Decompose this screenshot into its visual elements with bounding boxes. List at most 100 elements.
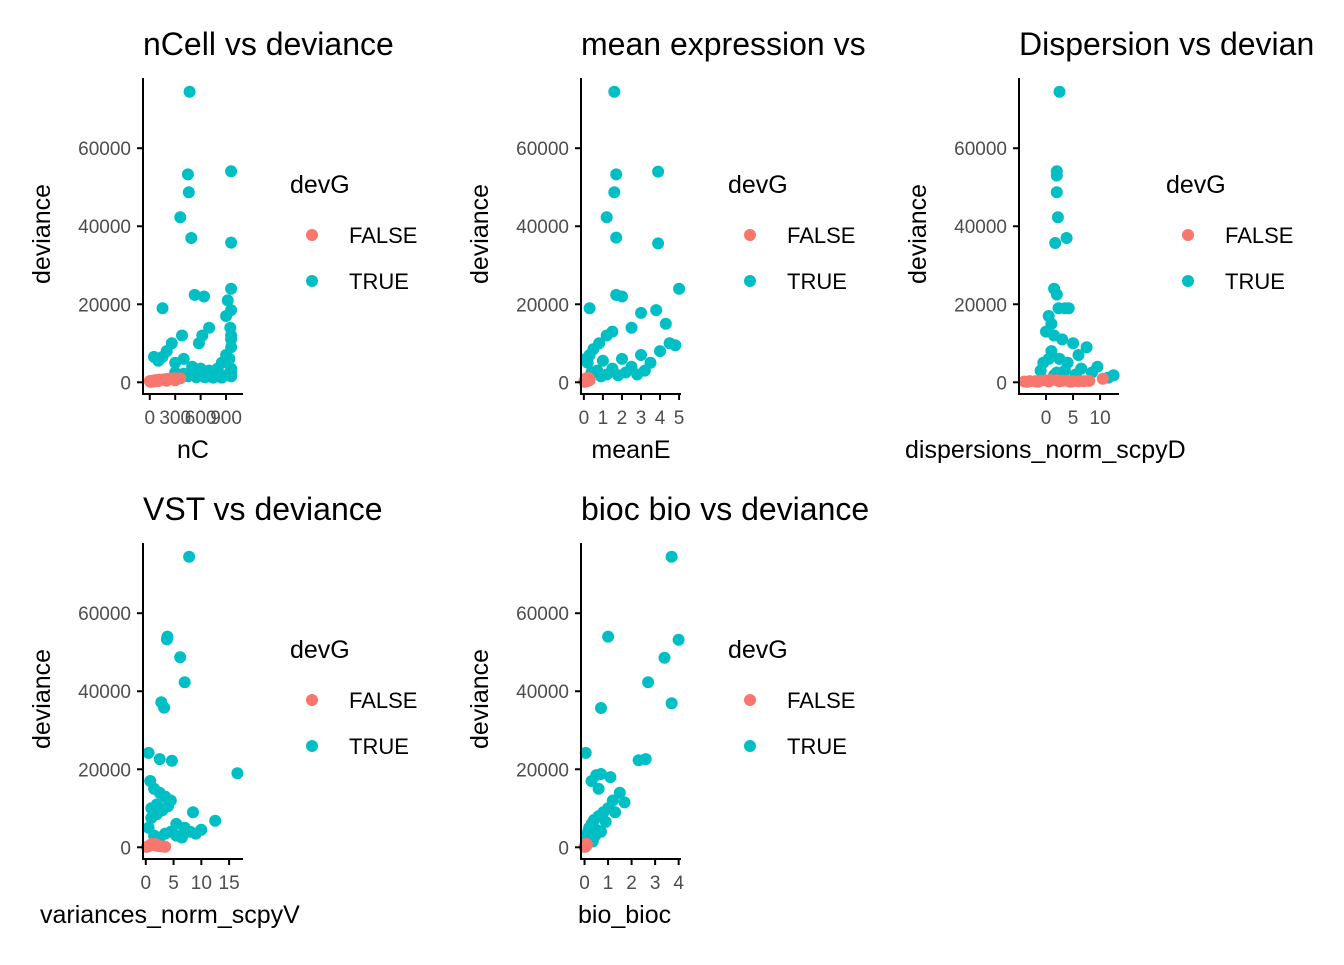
legend-key-false — [306, 694, 318, 706]
point-true — [198, 290, 210, 303]
point-true — [142, 746, 155, 759]
point-true — [203, 321, 216, 334]
point-true — [652, 237, 665, 250]
x-axis-label: variances_norm_scpyV — [40, 901, 300, 929]
point-false — [169, 374, 182, 387]
x-axis-label: meanE — [591, 436, 670, 464]
point-true — [181, 168, 194, 181]
point-true — [1062, 302, 1075, 315]
point-true — [183, 85, 196, 98]
point-true — [177, 352, 190, 365]
x-tick-label: 15 — [219, 873, 240, 894]
x-tick-label: 5 — [674, 408, 685, 429]
point-true — [658, 651, 671, 664]
x-tick-label: 600 — [185, 408, 217, 429]
point-true — [192, 337, 205, 350]
point-true — [215, 371, 228, 384]
legend-key-false — [306, 229, 318, 241]
point-true — [600, 211, 613, 224]
points-layer — [140, 550, 244, 853]
x-tick-label: 3 — [636, 408, 647, 429]
point-true — [612, 369, 625, 382]
point-true — [183, 550, 196, 563]
legend-label-false: FALSE — [349, 688, 417, 713]
legend-key-true — [306, 275, 318, 287]
x-tick-label: 3 — [650, 873, 661, 894]
point-true — [188, 288, 201, 301]
x-tick-label: 2 — [617, 408, 628, 429]
y-tick-label: 60000 — [516, 604, 569, 625]
y-tick-label: 20000 — [516, 295, 569, 316]
point-true — [635, 306, 647, 319]
point-true — [1034, 364, 1047, 377]
point-false — [149, 838, 162, 851]
x-tick-label: 10 — [191, 873, 212, 894]
point-true — [595, 825, 607, 838]
y-tick-label: 60000 — [78, 604, 131, 625]
point-true — [609, 806, 622, 819]
y-axis-label: deviance — [466, 184, 494, 284]
legend: devG FALSE TRUE — [290, 171, 417, 294]
point-true — [595, 702, 607, 714]
point-true — [1051, 211, 1064, 224]
point-true — [231, 767, 244, 780]
y-tick-label: 40000 — [78, 682, 131, 703]
y-tick-label: 40000 — [78, 217, 131, 238]
point-true — [585, 775, 598, 787]
point-true — [1072, 349, 1085, 361]
point-true — [225, 236, 238, 249]
point-true — [608, 186, 621, 199]
x-tick-label: 0 — [1041, 408, 1052, 429]
y-tick-label: 0 — [120, 373, 131, 394]
x-tick-label: 5 — [1068, 408, 1079, 429]
points-layer — [578, 85, 686, 388]
y-axis-label: deviance — [904, 184, 932, 284]
legend-key-true — [306, 740, 318, 752]
point-false — [1064, 375, 1077, 388]
point-true — [608, 85, 621, 98]
x-tick-label: 1 — [603, 873, 614, 894]
y-tick-label: 0 — [996, 373, 1007, 394]
point-true — [165, 754, 178, 767]
legend-label-false: FALSE — [349, 223, 417, 248]
x-tick-label: 0 — [579, 408, 590, 429]
point-true — [1067, 337, 1080, 350]
x-tick-label: 10 — [1090, 408, 1111, 429]
panel-title: mean expression vs — [581, 26, 866, 62]
point-false — [1042, 375, 1055, 388]
point-true — [225, 165, 238, 178]
point-true — [174, 211, 187, 224]
point-true — [610, 231, 623, 244]
point-true — [600, 329, 613, 342]
point-true — [616, 290, 628, 303]
legend-key-false — [744, 694, 756, 706]
points-layer — [578, 550, 685, 853]
legend-key-false — [744, 229, 756, 241]
y-tick-label: 20000 — [954, 295, 1007, 316]
legend-title: devG — [1166, 171, 1226, 199]
legend-label-false: FALSE — [787, 223, 855, 248]
panel-title: VST vs deviance — [143, 491, 383, 527]
point-true — [595, 768, 607, 780]
point-false — [1053, 375, 1066, 388]
point-true — [158, 701, 171, 714]
legend-label-true: TRUE — [1225, 269, 1285, 294]
y-tick-label: 0 — [558, 838, 569, 859]
legend-label-true: TRUE — [349, 734, 409, 759]
point-true — [225, 329, 238, 342]
legend-key-true — [744, 275, 756, 287]
point-true — [610, 168, 623, 181]
point-true — [189, 827, 202, 840]
y-axis-label: deviance — [28, 649, 56, 749]
points-layer — [143, 85, 238, 388]
panel-title: nCell vs deviance — [143, 26, 394, 62]
point-true — [176, 329, 188, 342]
point-true — [642, 676, 655, 689]
y-tick-label: 60000 — [78, 139, 131, 160]
legend-label-false: FALSE — [1225, 223, 1293, 248]
point-true — [1050, 169, 1063, 182]
